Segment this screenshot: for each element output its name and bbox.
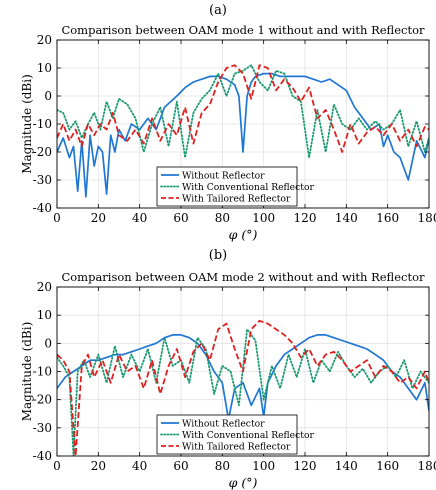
x-tick-label: 80 <box>215 211 230 225</box>
legend-label-1: Without Reflector <box>182 419 265 430</box>
x-tick-label: 140 <box>335 211 358 225</box>
x-tick-label: 0 <box>53 459 61 473</box>
y-tick-label: -20 <box>33 145 52 159</box>
legend-label-3: With Tailored Reflector <box>182 442 291 453</box>
x-tick-label: 40 <box>132 459 147 473</box>
x-tick-label: 100 <box>252 211 275 225</box>
y-tick-label: 20 <box>37 33 52 47</box>
y-tick-label: -30 <box>33 421 52 435</box>
y-axis-label: Magnitude (dBi) <box>20 322 34 422</box>
x-tick-label: 180 <box>418 211 436 225</box>
x-tick-label: 80 <box>215 459 230 473</box>
series-line-1 <box>57 334 429 421</box>
legend-label-3: With Tailored Reflector <box>182 194 291 205</box>
series-line-2 <box>57 328 429 456</box>
y-tick-label: 10 <box>37 61 52 75</box>
x-tick-label: 140 <box>335 459 358 473</box>
y-axis-label: Magnitude (dBi) <box>20 74 34 174</box>
x-tick-label: 160 <box>376 459 399 473</box>
x-axis-label: φ (°) <box>229 227 258 242</box>
x-tick-label: 20 <box>91 459 106 473</box>
x-tick-label: 60 <box>173 211 188 225</box>
panel-label: (a) <box>209 3 227 18</box>
x-axis-label: φ (°) <box>229 475 258 490</box>
legend-label-2: With Conventional Reflector <box>182 430 314 441</box>
series-line-3 <box>57 64 429 153</box>
series-line-2 <box>57 64 429 159</box>
x-tick-label: 180 <box>418 459 436 473</box>
x-tick-label: 0 <box>53 211 61 225</box>
x-tick-label: 40 <box>132 211 147 225</box>
y-tick-label: 20 <box>37 280 52 294</box>
y-tick-label: -30 <box>33 173 52 187</box>
legend-label-2: With Conventional Reflector <box>182 182 314 193</box>
y-tick-label: -20 <box>33 393 52 407</box>
x-tick-label: 160 <box>376 211 399 225</box>
legend-box <box>156 414 298 455</box>
x-tick-label: 120 <box>294 211 317 225</box>
y-tick-label: -10 <box>33 117 52 131</box>
legend-box <box>156 166 298 207</box>
x-tick-label: 20 <box>91 211 106 225</box>
y-tick-label: -10 <box>33 365 52 379</box>
y-tick-label: 10 <box>37 308 52 322</box>
y-tick-label: 0 <box>44 89 52 103</box>
legend-label-1: Without Reflector <box>182 171 265 182</box>
chart-title: Comparison between OAM mode 2 without an… <box>61 270 425 284</box>
series-line-3 <box>57 319 429 456</box>
y-tick-label: -40 <box>33 201 52 215</box>
x-tick-label: 60 <box>173 459 188 473</box>
y-tick-label: 0 <box>44 336 52 350</box>
x-tick-label: 120 <box>294 459 317 473</box>
chart-title: Comparison between OAM mode 1 without an… <box>61 23 425 37</box>
chart-panel-1: (a) Comparison between OAM mode 1 without… <box>20 3 436 242</box>
chart-panel-2: (b) Comparison between OAM mode 2 without… <box>20 248 436 490</box>
x-tick-label: 100 <box>252 459 275 473</box>
panel-label: (b) <box>209 248 227 263</box>
series-line-1 <box>57 72 429 198</box>
y-tick-label: -40 <box>33 449 52 463</box>
